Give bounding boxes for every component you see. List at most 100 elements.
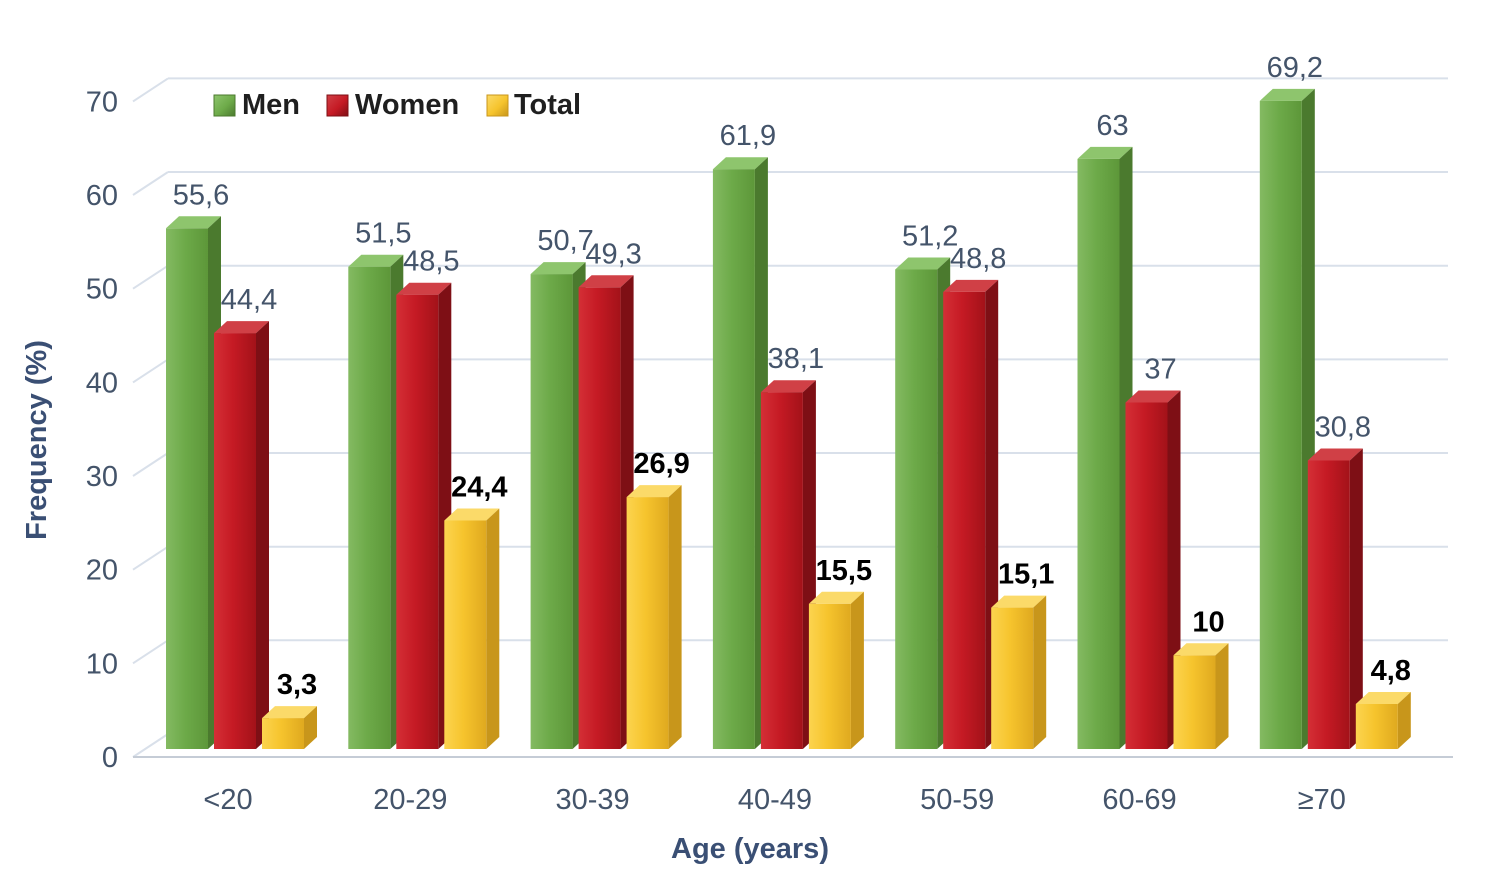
bar-top-men-4 — [895, 257, 951, 270]
bar-top-women-4 — [943, 279, 999, 292]
bar-side-total-3 — [850, 591, 864, 749]
data-label-women-0: 44,4 — [221, 284, 277, 316]
bar-side-total-4 — [1033, 595, 1047, 749]
data-label-total-3: 15,5 — [816, 555, 872, 587]
y-tick-30: 30 — [86, 461, 118, 493]
grid-hook-10 — [132, 639, 169, 665]
legend-marker-total-icon — [486, 94, 509, 117]
legend-label-total: Total — [514, 89, 581, 121]
bar-men-0 — [166, 228, 208, 750]
data-label-total-2: 26,9 — [633, 448, 689, 480]
bar-top-women-6 — [1307, 448, 1363, 461]
bar-side-women-0 — [256, 321, 269, 749]
data-label-women-5: 37 — [1144, 354, 1176, 386]
data-label-men-2: 50,7 — [537, 225, 593, 257]
bar-women-0 — [214, 333, 256, 749]
data-label-women-4: 48,8 — [950, 243, 1006, 275]
bar-total-3 — [808, 603, 851, 749]
bar-top-men-1 — [348, 254, 404, 267]
data-label-men-3: 61,9 — [720, 120, 776, 152]
x-category-5: 60-69 — [1102, 784, 1176, 816]
bar-side-total-6 — [1397, 692, 1411, 749]
x-category-4: 50-59 — [920, 784, 994, 816]
bar-men-5 — [1077, 158, 1120, 749]
y-tick-50: 50 — [86, 274, 118, 306]
bar-women-5 — [1125, 402, 1168, 749]
bar-top-women-5 — [1125, 390, 1181, 403]
bar-top-men-6 — [1259, 88, 1315, 101]
data-label-women-2: 49,3 — [585, 238, 641, 270]
bar-men-1 — [348, 266, 391, 749]
data-label-women-6: 30,8 — [1315, 412, 1371, 444]
data-label-total-4: 15,1 — [998, 559, 1054, 591]
bar-top-total-0 — [262, 706, 317, 719]
bar-top-men-5 — [1077, 146, 1133, 159]
y-tick-20: 20 — [86, 555, 118, 587]
y-tick-0: 0 — [102, 742, 118, 774]
y-tick-70: 70 — [86, 86, 118, 118]
bar-side-total-2 — [668, 485, 682, 749]
x-category-1: 20-29 — [373, 784, 447, 816]
bar-women-3 — [760, 392, 803, 749]
y-tick-60: 60 — [86, 180, 118, 212]
y-tick-40: 40 — [86, 367, 118, 399]
bar-top-men-0 — [166, 216, 221, 229]
bar-total-6 — [1355, 704, 1398, 749]
grid-hook-60 — [132, 171, 169, 196]
bar-top-total-5 — [1173, 643, 1229, 656]
bar-top-men-3 — [712, 157, 768, 170]
x-axis-title: Age (years) — [671, 833, 829, 865]
legend-label-women: Women — [355, 89, 459, 121]
data-label-women-3: 38,1 — [768, 343, 824, 375]
bar-men-2 — [530, 274, 573, 749]
bar-top-total-6 — [1355, 692, 1411, 704]
grid-hook-50 — [132, 264, 169, 290]
bar-top-total-1 — [444, 508, 500, 521]
bar-men-3 — [712, 169, 755, 749]
y-axis-title: Frequency (%) — [21, 340, 53, 540]
x-category-3: 40-49 — [738, 784, 812, 816]
x-category-6: ≥70 — [1298, 784, 1346, 816]
bar-total-1 — [444, 520, 487, 749]
data-label-men-0: 55,6 — [173, 179, 229, 211]
bar-top-women-1 — [396, 282, 452, 295]
bar-total-5 — [1173, 655, 1216, 749]
bar-women-1 — [396, 294, 439, 749]
bar-top-men-2 — [530, 262, 586, 275]
data-label-total-0: 3,3 — [277, 669, 317, 701]
data-label-total-5: 10 — [1192, 606, 1224, 638]
bar-side-total-1 — [486, 508, 500, 749]
bar-top-women-2 — [578, 275, 634, 288]
bar-total-2 — [626, 497, 669, 749]
bar-women-6 — [1307, 460, 1350, 749]
bar-top-women-0 — [214, 321, 269, 334]
data-label-men-1: 51,5 — [355, 218, 411, 250]
bar-women-2 — [578, 287, 621, 749]
bar-top-total-4 — [991, 595, 1047, 608]
data-label-women-1: 48,5 — [403, 246, 459, 278]
x-category-0: <20 — [203, 784, 252, 816]
bar-side-women-6 — [1349, 448, 1363, 749]
legend-marker-women-icon — [326, 94, 349, 117]
legend-label-men: Men — [242, 89, 300, 121]
data-label-total-6: 4,8 — [1371, 655, 1411, 687]
bar-top-total-3 — [808, 591, 864, 604]
data-label-men-4: 51,2 — [902, 221, 958, 253]
bar-total-4 — [991, 607, 1034, 749]
x-category-2: 30-39 — [556, 784, 630, 816]
grid-hook-30 — [132, 452, 169, 477]
grid-hook-40 — [132, 358, 169, 384]
bar-men-4 — [895, 269, 938, 749]
bar-total-0 — [262, 718, 304, 749]
data-label-men-5: 63 — [1096, 110, 1128, 142]
data-label-men-6: 69,2 — [1267, 52, 1323, 84]
bar-side-total-0 — [304, 706, 317, 749]
grid-hook-70 — [132, 77, 169, 103]
data-label-total-1: 24,4 — [451, 472, 507, 504]
bar-men-6 — [1259, 100, 1302, 749]
grid-hook-0 — [132, 733, 169, 758]
bar-women-4 — [943, 291, 986, 749]
